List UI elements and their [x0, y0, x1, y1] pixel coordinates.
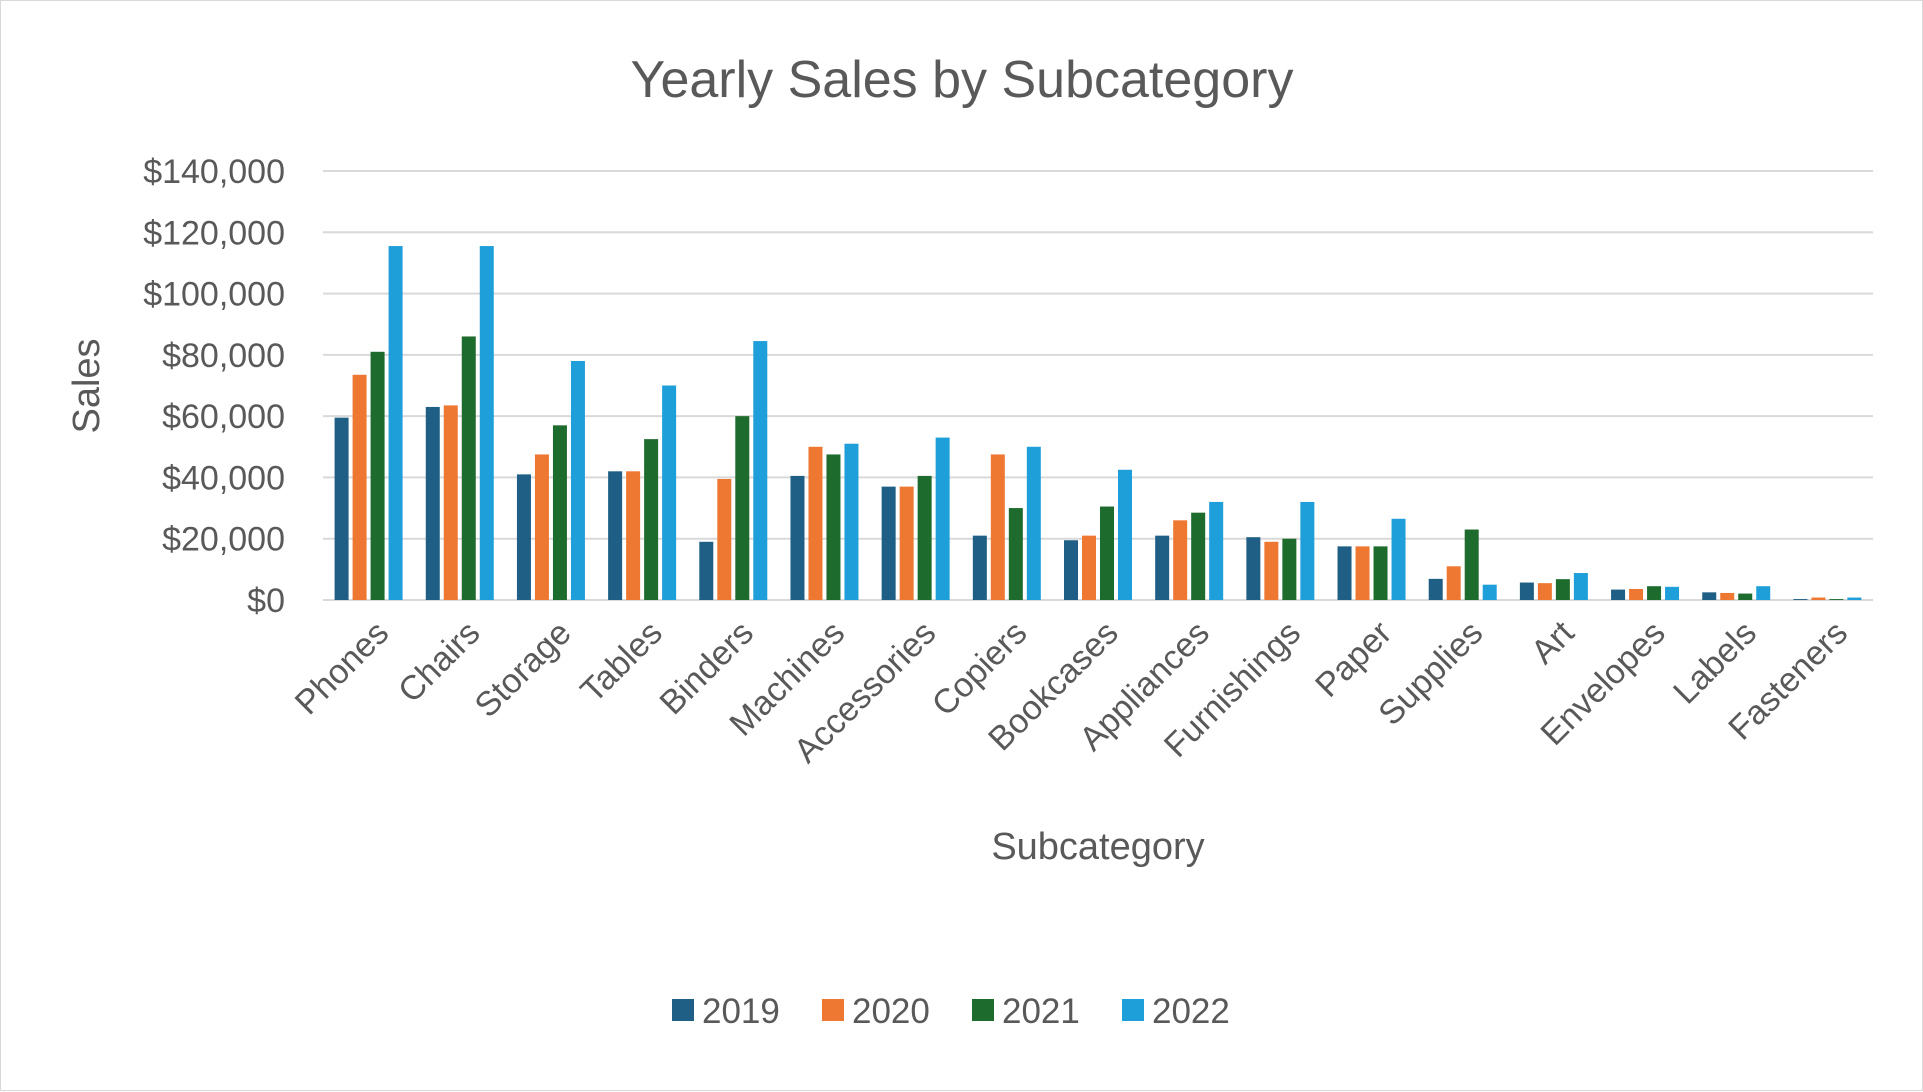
bar-2020-furnishings: [1264, 541, 1279, 600]
y-tick-label: $120,000: [143, 214, 285, 252]
bar-2020-copiers: [990, 454, 1005, 600]
bar-2022-accessories: [935, 437, 950, 600]
bar-2021-envelopes: [1647, 586, 1662, 600]
bar-2021-appliances: [1191, 512, 1206, 600]
bar-2022-fasteners: [1847, 597, 1862, 600]
bar-2022-machines: [844, 443, 859, 600]
bar-2020-phones: [352, 374, 367, 600]
bar-2022-furnishings: [1300, 501, 1315, 600]
bar-2020-appliances: [1173, 520, 1188, 600]
bar-2021-bookcases: [1100, 506, 1114, 600]
bar-2022-phones: [388, 246, 403, 600]
bar-2020-fasteners: [1811, 597, 1826, 600]
bar-2021-tables: [644, 439, 659, 600]
bar-2021-storage: [552, 425, 567, 600]
bar-2019-copiers: [972, 535, 987, 600]
bar-2019-accessories: [881, 486, 896, 600]
bar-2021-phones: [370, 351, 385, 600]
bar-2022-chairs: [479, 246, 494, 600]
bar-2020-accessories: [899, 486, 914, 600]
bar-2019-fasteners: [1793, 599, 1808, 600]
bar-2021-paper: [1373, 546, 1388, 600]
bar-2020-binders: [717, 478, 732, 600]
x-axis-title: Subcategory: [991, 826, 1204, 868]
bar-2021-labels: [1738, 593, 1753, 600]
bar-2022-bookcases: [1118, 469, 1132, 600]
legend-label: 2020: [852, 992, 930, 1031]
bar-2020-paper: [1355, 546, 1370, 600]
legend-label: 2022: [1152, 992, 1230, 1031]
x-axis-ticks: PhonesChairsStorageTablesBindersMachines…: [288, 613, 1855, 770]
bar-2019-supplies: [1428, 578, 1443, 600]
bar-2021-copiers: [1008, 508, 1023, 600]
legend-label: 2019: [702, 992, 780, 1031]
bar-2020-machines: [808, 446, 823, 600]
bar-2020-supplies: [1446, 566, 1461, 600]
legend-swatch-2022: [1122, 999, 1144, 1021]
bar-2022-labels: [1756, 586, 1771, 600]
bar-2019-bookcases: [1064, 540, 1078, 600]
bar-2019-labels: [1702, 592, 1717, 600]
y-axis-ticks: $0 $20,000 $40,000 $60,000 $80,000 $100,000 $1…: [143, 153, 285, 620]
x-tick-label: Storage: [468, 614, 579, 725]
y-tick-label: $40,000: [162, 459, 285, 497]
y-tick-label: $140,000: [143, 153, 285, 191]
y-tick-label: $0: [247, 582, 285, 620]
bar-2021-fasteners: [1829, 599, 1844, 600]
bar-2021-binders: [735, 416, 750, 600]
bar-2019-art: [1519, 582, 1534, 600]
x-tick-label: Phones: [288, 614, 396, 722]
bar-2020-tables: [626, 471, 641, 600]
bar-2020-art: [1537, 583, 1552, 600]
y-tick-label: $60,000: [162, 398, 285, 436]
bar-2019-appliances: [1155, 535, 1170, 600]
bar-2022-envelopes: [1665, 586, 1680, 600]
y-tick-label: $100,000: [143, 276, 285, 314]
bar-2019-storage: [516, 474, 531, 600]
bar-2019-chairs: [425, 406, 440, 600]
y-tick-label: $20,000: [162, 521, 285, 559]
bars: [334, 246, 1862, 600]
x-tick-label: Art: [1524, 613, 1582, 671]
bar-2020-envelopes: [1629, 588, 1644, 600]
bar-2019-furnishings: [1246, 537, 1261, 600]
bar-2019-tables: [608, 471, 623, 600]
bar-2022-appliances: [1209, 501, 1224, 600]
bar-2022-binders: [753, 341, 768, 600]
chart-title: Yearly Sales by Subcategory: [631, 51, 1294, 109]
bar-2021-accessories: [917, 475, 932, 600]
bar-2022-paper: [1391, 518, 1406, 600]
legend-swatch-2019: [672, 999, 694, 1021]
bar-2021-furnishings: [1282, 538, 1297, 600]
bar-2021-chairs: [461, 336, 476, 600]
bar-2022-supplies: [1482, 584, 1497, 600]
bar-2021-supplies: [1464, 529, 1479, 600]
bar-2021-machines: [826, 454, 841, 600]
bar-2020-storage: [534, 454, 549, 600]
legend-swatch-2020: [822, 999, 844, 1021]
bar-2021-art: [1555, 579, 1570, 600]
bar-2022-storage: [570, 360, 585, 600]
bar-2019-machines: [790, 475, 805, 600]
bar-2022-copiers: [1026, 446, 1041, 600]
bar-2022-tables: [662, 385, 677, 600]
bar-2019-phones: [334, 417, 349, 600]
bar-2019-envelopes: [1611, 589, 1626, 600]
bar-2019-binders: [699, 541, 714, 600]
bar-2022-art: [1573, 573, 1588, 600]
y-axis-title: Sales: [66, 338, 108, 433]
bar-2020-chairs: [443, 405, 458, 600]
bar-2020-labels: [1720, 592, 1735, 600]
legend: 2019 2020 2021 2022: [672, 992, 1230, 1031]
bar-2019-paper: [1337, 546, 1352, 600]
y-tick-label: $80,000: [162, 337, 285, 375]
legend-label: 2021: [1002, 992, 1080, 1031]
legend-swatch-2021: [972, 999, 994, 1021]
bar-2020-bookcases: [1082, 535, 1096, 600]
